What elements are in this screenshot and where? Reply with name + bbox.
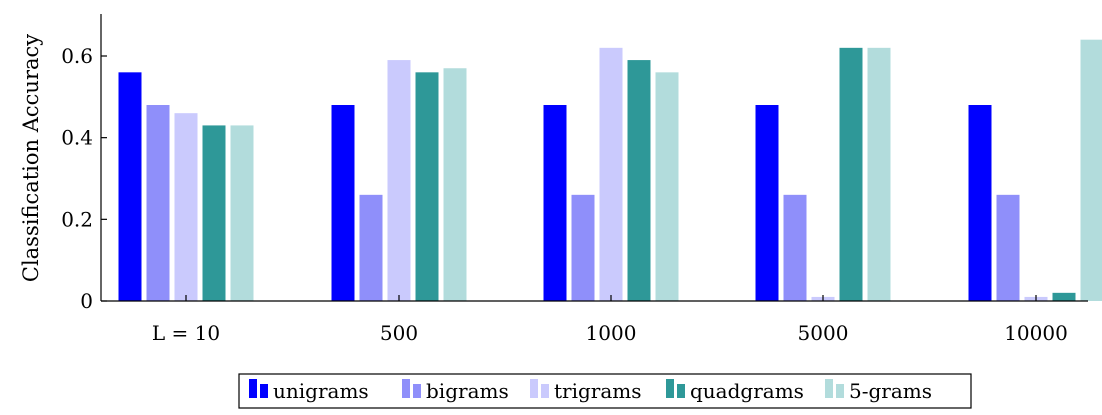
legend-swatch — [666, 379, 674, 398]
bar-5-grams-0 — [230, 125, 254, 301]
axes-layer — [100, 14, 1088, 302]
bar-bigrams-1 — [359, 194, 383, 301]
legend-swatch — [541, 384, 549, 398]
bars-layer — [118, 39, 1102, 302]
legend-label: unigrams — [273, 379, 369, 403]
bar-quadgrams-4 — [1052, 292, 1076, 301]
legend-swatch — [249, 379, 257, 398]
bar-quadgrams-0 — [202, 125, 226, 301]
y-tick-label: 0.6 — [61, 44, 93, 68]
bar-quadgrams-3 — [839, 47, 863, 301]
legend-frame — [238, 373, 972, 409]
bar-bigrams-3 — [783, 194, 807, 301]
legend-swatch — [402, 379, 410, 398]
bar-trigrams-1 — [387, 60, 411, 301]
legend-swatch — [260, 384, 268, 398]
legend-swatch — [413, 384, 421, 398]
bar-unigrams-3 — [755, 105, 779, 301]
legend-label: quadgrams — [690, 379, 804, 403]
legend-label: bigrams — [426, 379, 509, 403]
bar-unigrams-1 — [331, 105, 355, 301]
bar-5-grams-1 — [443, 68, 467, 301]
bar-bigrams-0 — [146, 105, 170, 301]
bar-unigrams-2 — [543, 105, 567, 301]
y-ticks: 0 0.2 0.4 0.6 — [61, 44, 107, 313]
legend-swatch — [677, 384, 685, 398]
bar-unigrams-4 — [968, 105, 992, 301]
legend-label: 5-grams — [849, 379, 932, 403]
bar-bigrams-2 — [571, 194, 595, 301]
x-ticks: L = 10 500 1000 5000 10000 — [152, 295, 1068, 345]
bar-bigrams-4 — [996, 194, 1020, 301]
y-tick-label: 0.2 — [61, 207, 93, 231]
y-axis-title: Classification Accuracy — [19, 34, 43, 282]
legend: unigrams bigrams trigrams quadgrams 5-grams — [238, 373, 972, 409]
bar-trigrams-2 — [599, 47, 623, 301]
x-tick-label: 1000 — [586, 321, 637, 345]
y-tick-label: 0.4 — [61, 126, 93, 150]
x-tick-label: 10000 — [1004, 321, 1068, 345]
bar-unigrams-0 — [118, 72, 142, 301]
bar-quadgrams-1 — [415, 72, 439, 301]
y-tick-label: 0 — [80, 289, 93, 313]
x-tick-label: 500 — [380, 321, 418, 345]
legend-swatch — [530, 379, 538, 398]
bar-trigrams-0 — [174, 113, 198, 301]
bar-5-grams-4 — [1080, 39, 1102, 302]
x-tick-label: L = 10 — [152, 321, 220, 345]
legend-swatch — [825, 379, 833, 398]
x-tick-label: 5000 — [798, 321, 849, 345]
bar-quadgrams-2 — [627, 60, 651, 301]
legend-label: trigrams — [554, 379, 642, 403]
legend-swatch — [836, 384, 844, 398]
bar-5-grams-2 — [655, 72, 679, 301]
bar-5-grams-3 — [867, 47, 891, 301]
